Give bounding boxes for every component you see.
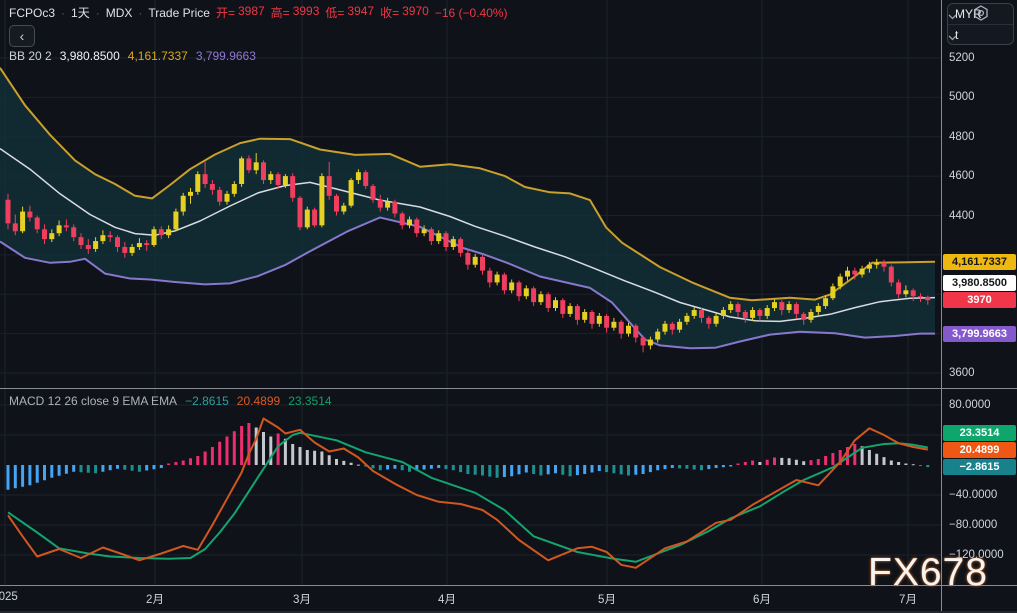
time-axis-separator: [0, 585, 1017, 586]
symbol-name[interactable]: FCPOc3: [9, 6, 55, 20]
interval[interactable]: 1天: [71, 4, 90, 21]
price-tick-label: 5200: [949, 52, 975, 64]
pane-divider[interactable]: [0, 388, 1017, 389]
bb-basis-value: 3,980.8500: [60, 49, 120, 63]
time-axis[interactable]: 2025 2月 3月 4月 5月 6月 7月: [0, 586, 1017, 612]
price-badge: 3,799.9663: [943, 326, 1016, 342]
back-button[interactable]: ‹: [9, 25, 35, 47]
ohlc-open: 开=3987: [216, 4, 265, 21]
time-tick-label: 2月: [146, 591, 164, 607]
ohlc-high: 高=3993: [271, 4, 320, 21]
bb-indicator-header[interactable]: BB 20 2 3,980.8500 4,161.7337 3,799.9663: [9, 49, 256, 63]
macd-badge: 23.3514: [943, 425, 1016, 441]
macd-title: MACD 12 26 close 9 EMA EMA: [9, 394, 177, 408]
time-tick-label: 7月: [899, 591, 917, 607]
price-tick-label: 4800: [949, 131, 975, 143]
macd-tick-label: −120.0000: [949, 549, 1004, 561]
macd-indicator-pane[interactable]: [0, 388, 941, 585]
chart-settings-button[interactable]: [971, 4, 991, 22]
gear-icon: [971, 4, 991, 22]
price-tick-label: 4400: [949, 210, 975, 222]
price-badge: 3970: [943, 292, 1016, 308]
macd-badge: −2.8615: [943, 459, 1016, 475]
price-axis-separator: [941, 0, 942, 613]
price-axis[interactable]: 5200 5000 4800 4600 4400 3600 80.0000 −40.0000 −…: [942, 0, 1017, 585]
macd-signal-value: 23.3514: [288, 394, 331, 408]
macd-tick-label: −40.0000: [949, 489, 997, 501]
scale-mode-select[interactable]: t: [948, 24, 1013, 44]
trading-chart-app: FCPOc3 · 1天 · MDX · Trade Price 开=3987 高…: [0, 0, 1017, 613]
bb-lower-value: 3,799.9663: [196, 49, 256, 63]
time-tick-label: 5月: [598, 591, 616, 607]
macd-line-value: 20.4899: [237, 394, 280, 408]
bb-upper-value: 4,161.7337: [128, 49, 188, 63]
time-tick-label: 4月: [438, 591, 456, 607]
price-tick-label: 3600: [949, 367, 975, 379]
macd-badge: 20.4899: [943, 442, 1016, 458]
time-tick-label: 2025: [0, 591, 18, 603]
time-tick-label: 6月: [753, 591, 771, 607]
price-badge: 3,980.8500: [943, 275, 1016, 291]
symbol-header: FCPOc3 · 1天 · MDX · Trade Price 开=3987 高…: [9, 4, 508, 21]
bb-title: BB 20 2: [9, 49, 52, 63]
price-tick-label: 5000: [949, 91, 975, 103]
macd-hist-value: −2.8615: [185, 394, 229, 408]
price-badge: 4,161.7337: [943, 254, 1016, 270]
price-change: −16 (−0.40%): [435, 6, 508, 20]
chevron-left-icon: ‹: [20, 28, 25, 44]
exchange: MDX: [106, 6, 133, 20]
ohlc-low: 低=3947: [325, 4, 374, 21]
price-type: Trade Price: [148, 6, 210, 20]
macd-tick-label: −80.0000: [949, 519, 997, 531]
macd-tick-label: 80.0000: [949, 399, 991, 411]
ohlc-close: 收=3970: [380, 4, 429, 21]
time-tick-label: 3月: [293, 591, 311, 607]
price-tick-label: 4600: [949, 170, 975, 182]
macd-indicator-header[interactable]: MACD 12 26 close 9 EMA EMA −2.8615 20.48…: [9, 394, 332, 408]
